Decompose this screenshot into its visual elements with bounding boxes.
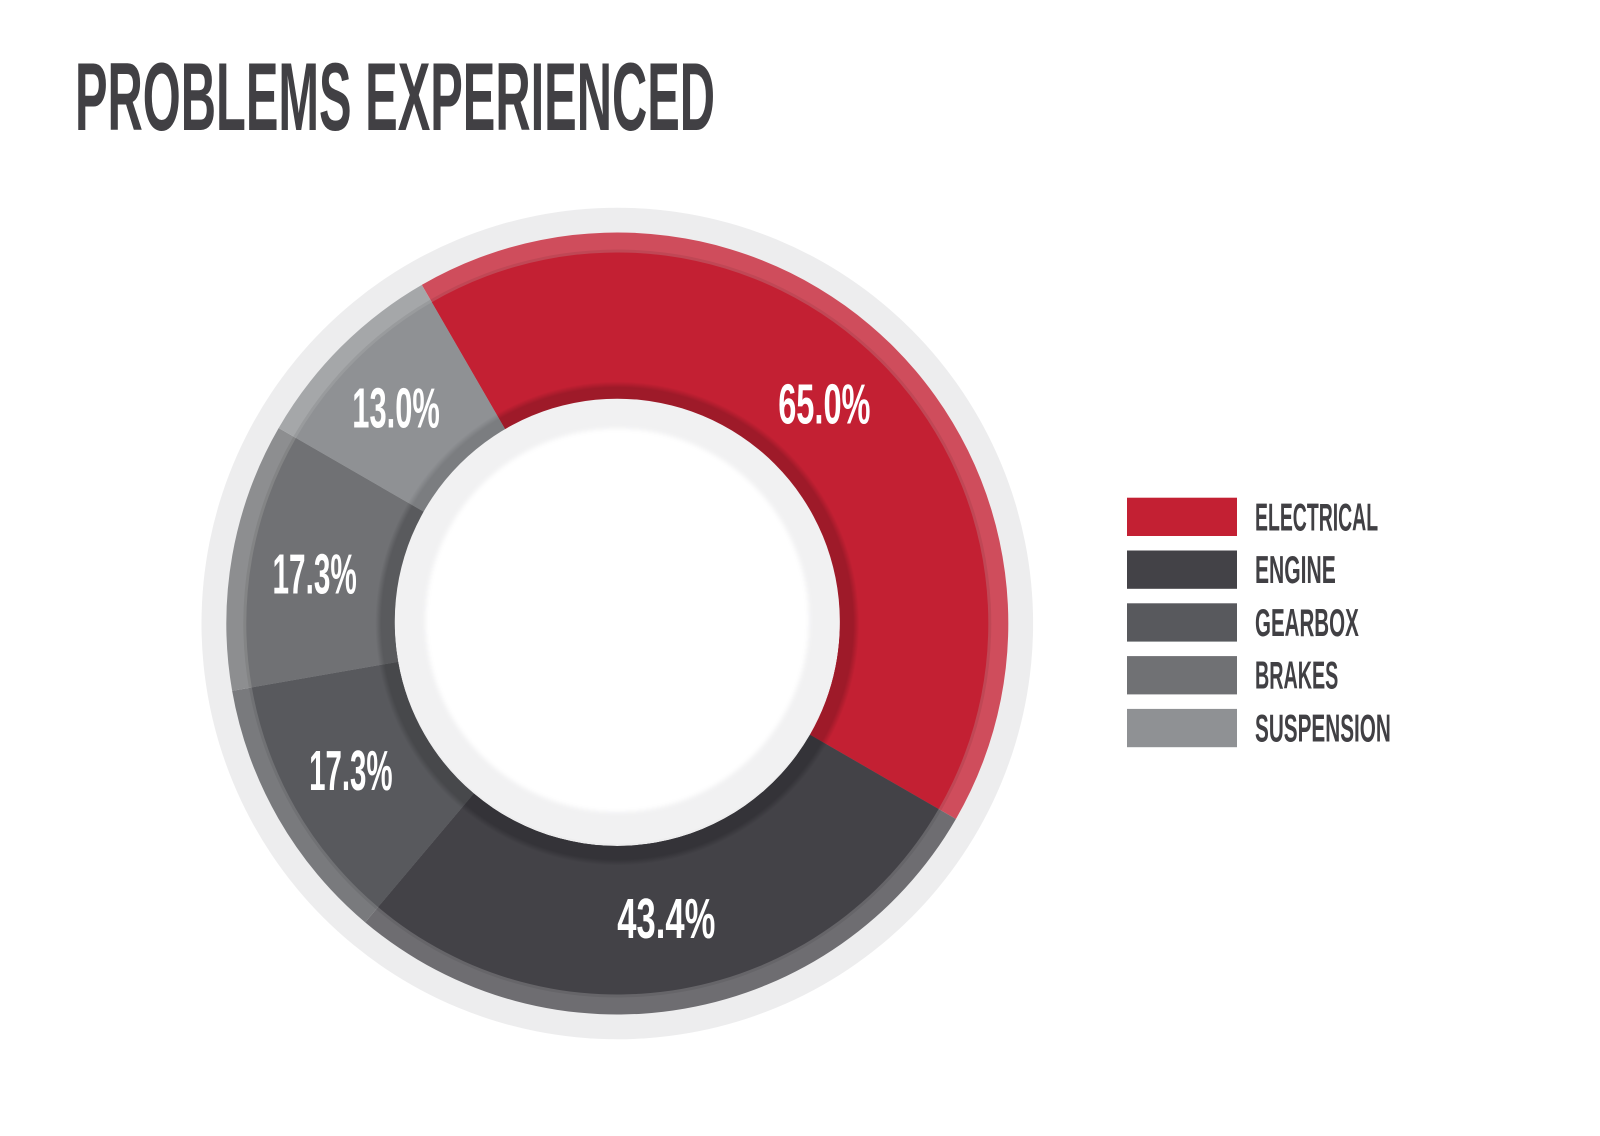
svg-text:17.3%: 17.3% [273,543,357,607]
svg-text:GEARBOX: GEARBOX [1255,602,1359,645]
svg-text:SUSPENSION: SUSPENSION [1255,708,1391,751]
svg-text:ENGINE: ENGINE [1255,549,1336,592]
svg-text:17.3%: 17.3% [309,739,393,803]
svg-text:BRAKES: BRAKES [1255,655,1338,698]
svg-text:ELECTRICAL: ELECTRICAL [1255,496,1378,539]
svg-text:65.0%: 65.0% [778,373,870,437]
svg-text:13.0%: 13.0% [352,376,440,440]
svg-text:PROBLEMS EXPERIENCED: PROBLEMS EXPERIENCED [75,44,715,151]
svg-text:43.4%: 43.4% [617,887,715,951]
